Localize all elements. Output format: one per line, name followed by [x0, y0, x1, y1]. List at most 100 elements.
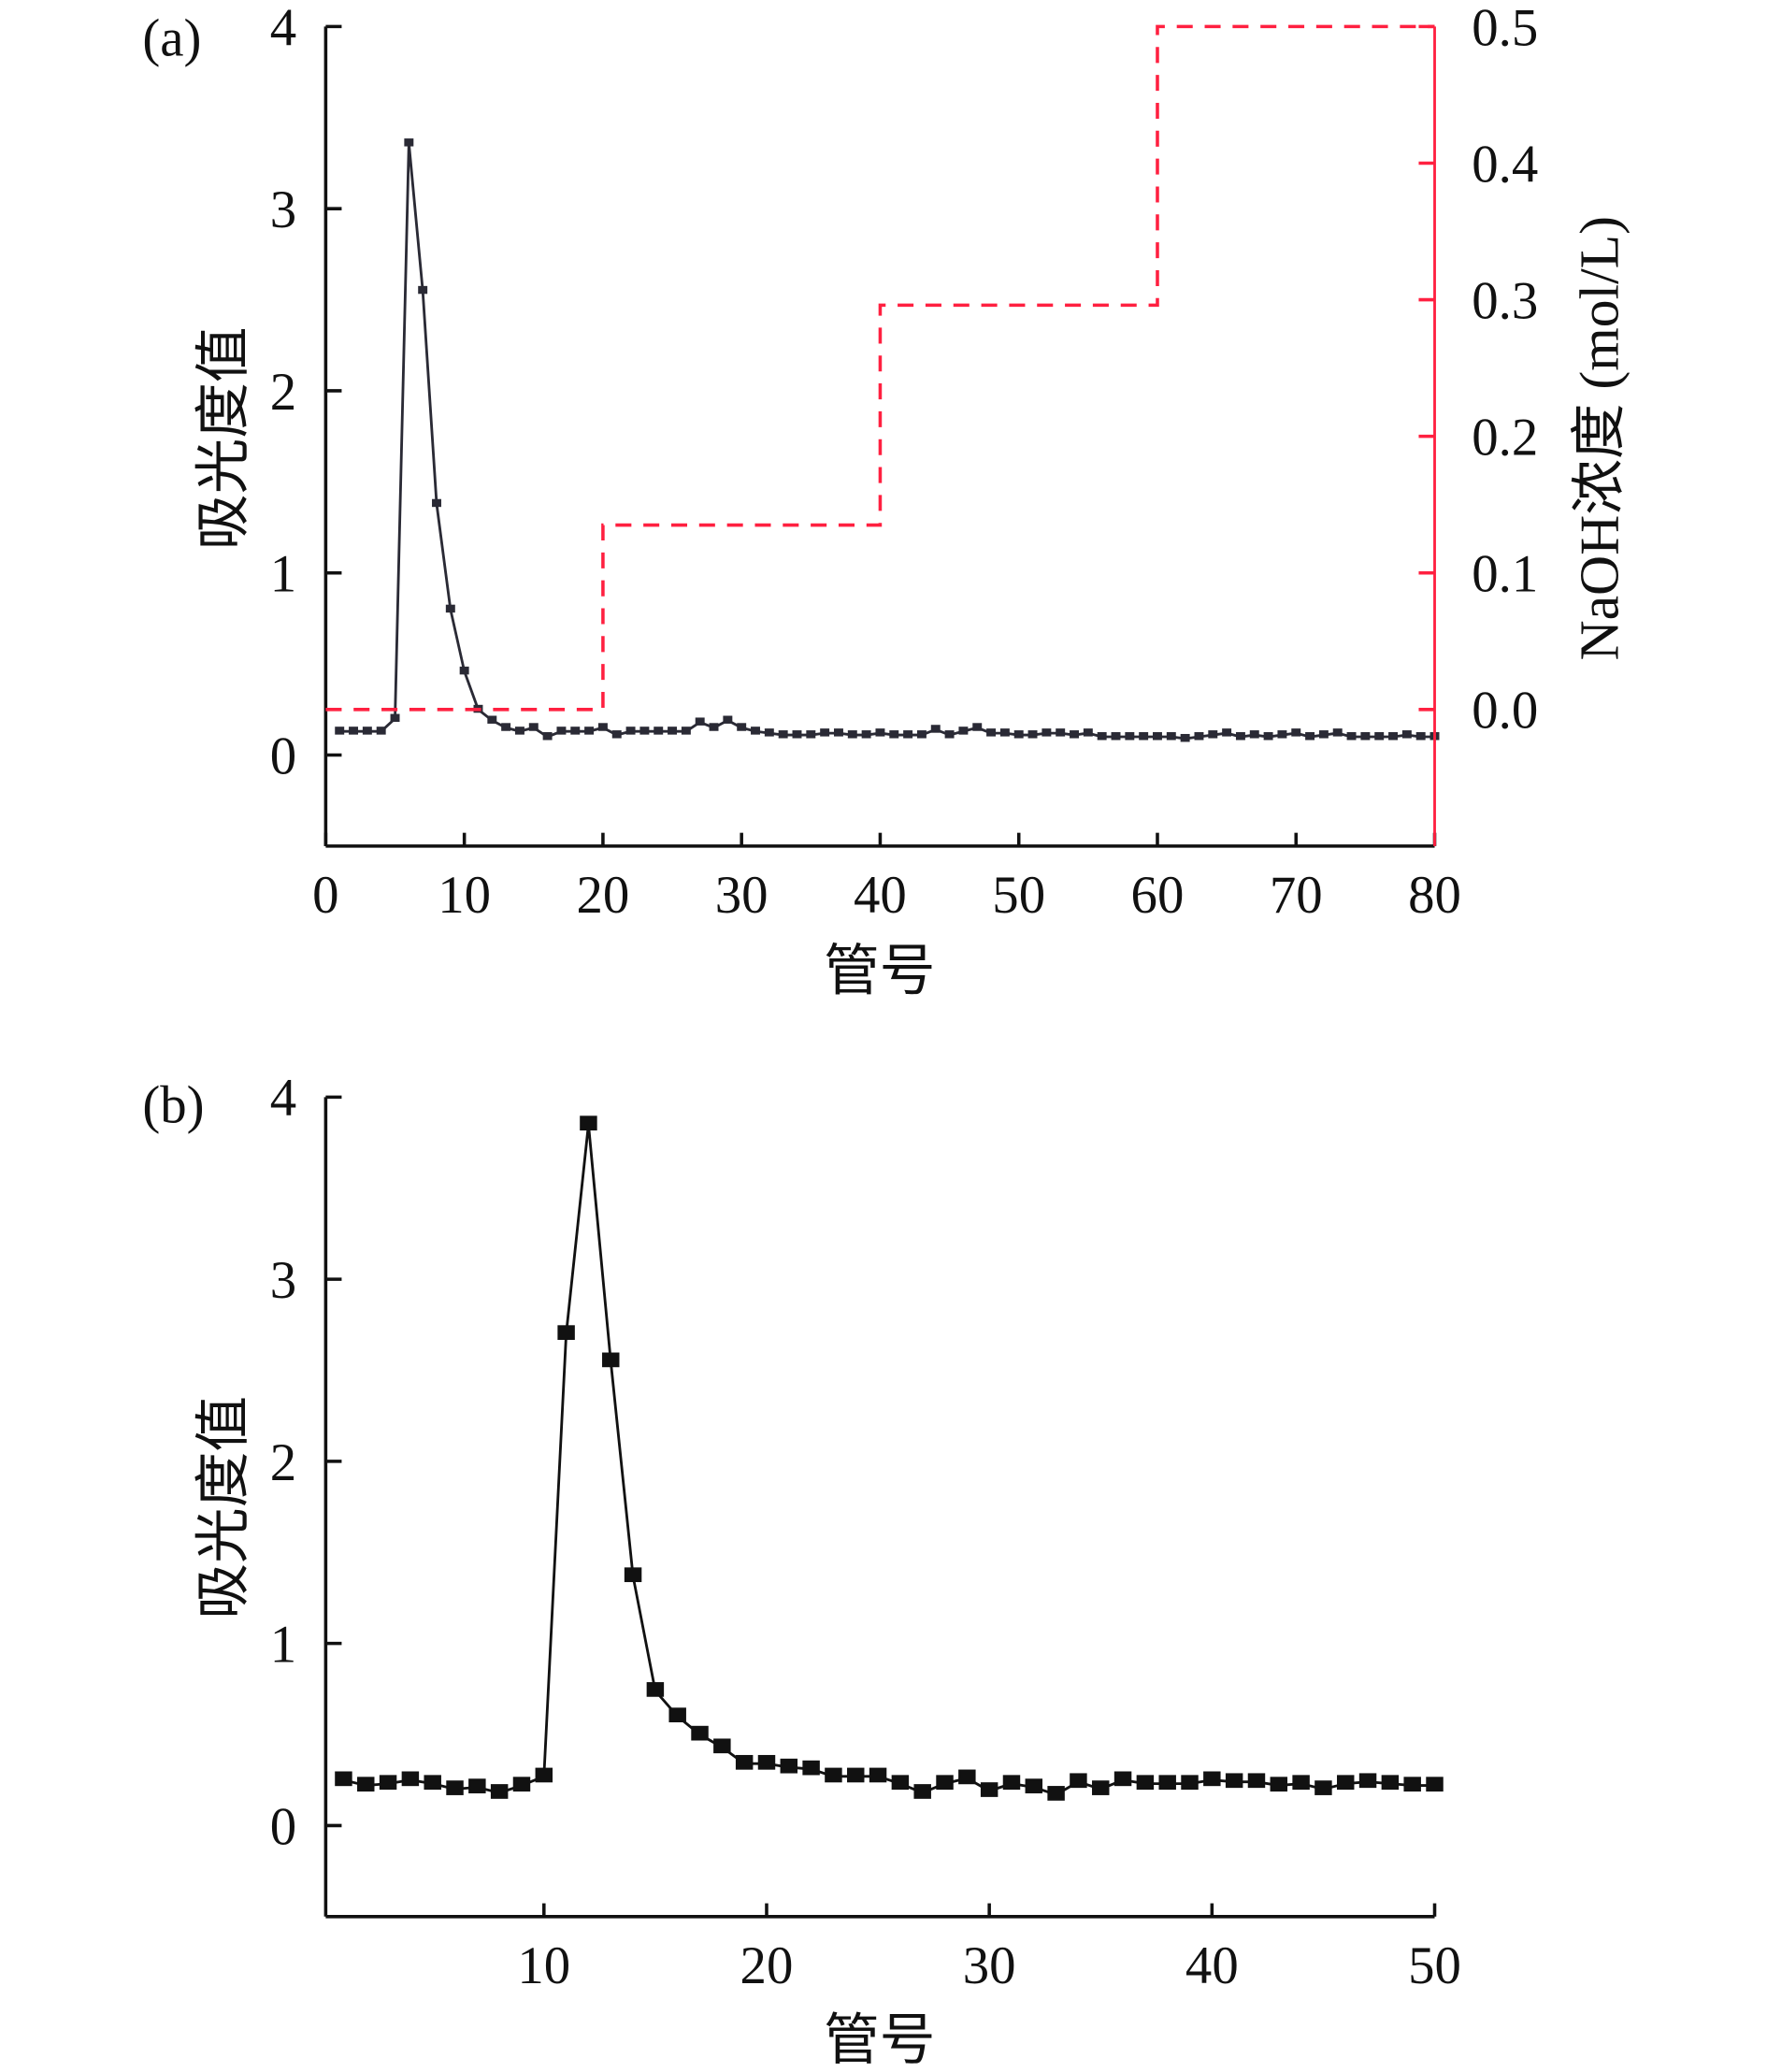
x-tick-label: 10	[438, 866, 491, 925]
absorbance-point	[778, 730, 788, 739]
absorbance-point	[446, 1780, 464, 1795]
absorbance-point	[1047, 1786, 1065, 1801]
y2-tick-label: 0.2	[1472, 409, 1538, 468]
absorbance-point	[602, 1352, 620, 1368]
absorbance-point	[597, 723, 608, 731]
absorbance-point	[751, 727, 760, 735]
absorbance-point	[958, 1769, 976, 1785]
absorbance-point	[1360, 732, 1371, 741]
absorbance-point	[335, 1771, 352, 1787]
absorbance-point	[432, 498, 441, 508]
absorbance-point	[764, 728, 774, 737]
absorbance-point	[654, 727, 664, 735]
absorbance-point	[459, 666, 469, 675]
absorbance-point	[825, 1767, 842, 1783]
absorbance-point	[490, 1784, 509, 1799]
absorbance-point	[691, 1725, 709, 1741]
y-tick-label: 4	[270, 0, 296, 57]
absorbance-point	[487, 715, 497, 724]
absorbance-point	[668, 1707, 686, 1723]
y-tick-label: 1	[270, 545, 296, 604]
absorbance-point	[1426, 1777, 1444, 1792]
absorbance-point	[1247, 1773, 1266, 1789]
absorbance-point	[757, 1754, 776, 1770]
absorbance-point	[1070, 1773, 1087, 1789]
x-tick-label: 0	[312, 866, 338, 925]
absorbance-point	[1235, 732, 1245, 741]
absorbance-point	[1111, 732, 1121, 741]
naoh-step-line	[325, 24, 1435, 712]
panel-a-y2label: NaOH浓度 (mol/L)	[1569, 216, 1631, 661]
absorbance-point	[1025, 1778, 1043, 1793]
absorbance-point	[390, 713, 400, 723]
absorbance-point	[1332, 728, 1343, 737]
absorbance-point	[468, 1778, 486, 1793]
absorbance-point	[542, 732, 553, 741]
x-tick-label: 80	[1408, 866, 1461, 925]
absorbance-point	[1291, 728, 1301, 737]
absorbance-point	[401, 1771, 420, 1787]
absorbance-point	[944, 730, 955, 739]
absorbance-point	[1277, 730, 1287, 739]
absorbance-point	[1113, 1771, 1132, 1787]
absorbance-point	[1002, 1775, 1021, 1791]
absorbance-point	[1158, 1775, 1176, 1791]
absorbance-point	[999, 728, 1010, 737]
panel-b-xlabel: 管号	[824, 2009, 935, 2071]
y-tick-label: 2	[270, 363, 296, 422]
absorbance-point	[820, 728, 830, 737]
x-tick-label: 30	[963, 1936, 1016, 1995]
x-tick-label: 40	[854, 866, 907, 925]
absorbance-point	[780, 1758, 798, 1774]
absorbance-point	[376, 727, 386, 735]
absorbance-point	[1358, 1773, 1377, 1789]
absorbance-point	[1388, 732, 1399, 741]
x-tick-label: 40	[1185, 1936, 1239, 1995]
absorbance-point	[1270, 1777, 1288, 1792]
absorbance-point	[930, 725, 941, 733]
absorbance-point	[1222, 728, 1232, 737]
absorbance-point	[404, 138, 414, 147]
absorbance-point	[357, 1777, 375, 1792]
panel-b: (b) 管号 吸光度值 0 1 2 3 4 10 20 30 40 50	[142, 1069, 1461, 2071]
x-tick-label: 50	[1408, 1936, 1461, 1995]
y-tick-label: 4	[270, 1069, 296, 1128]
y-tick-label: 1	[270, 1616, 296, 1675]
absorbance-point	[681, 727, 691, 735]
absorbance-line	[343, 1124, 1435, 1796]
y2-tick-label: 0.4	[1472, 135, 1538, 194]
absorbance-point	[980, 1782, 998, 1797]
absorbance-point	[735, 1754, 754, 1770]
absorbance-point	[1166, 732, 1176, 741]
absorbance-point	[806, 730, 816, 739]
absorbance-point	[624, 1567, 642, 1583]
absorbance-point	[1180, 733, 1190, 742]
absorbance-point	[1125, 732, 1135, 741]
absorbance-point	[668, 727, 678, 735]
absorbance-point	[512, 1777, 531, 1792]
absorbance-point	[1337, 1775, 1355, 1791]
absorbance-point	[1056, 728, 1066, 737]
panel-b-ylabel: 吸光度值	[193, 1396, 254, 1619]
absorbance-point	[1083, 728, 1093, 737]
absorbance-point	[986, 728, 997, 737]
absorbance-point	[847, 730, 857, 739]
absorbance-point	[584, 727, 595, 735]
y2-tick-label: 0.3	[1472, 271, 1538, 330]
absorbance-point	[1381, 1775, 1400, 1791]
absorbance-point	[580, 1115, 597, 1131]
absorbance-point	[1153, 732, 1162, 741]
absorbance-point	[891, 1775, 910, 1791]
absorbance-point	[737, 723, 747, 731]
absorbance-point	[557, 1325, 575, 1341]
absorbance-point	[1225, 1773, 1243, 1789]
absorbance-point	[501, 723, 511, 731]
x-tick-label: 50	[992, 866, 1045, 925]
absorbance-point	[1249, 730, 1259, 739]
absorbance-point	[847, 1767, 865, 1783]
absorbance-point	[723, 715, 733, 724]
absorbance-point	[695, 717, 705, 726]
panel-a-xlabel: 管号	[824, 940, 935, 1001]
absorbance-point	[418, 285, 428, 295]
